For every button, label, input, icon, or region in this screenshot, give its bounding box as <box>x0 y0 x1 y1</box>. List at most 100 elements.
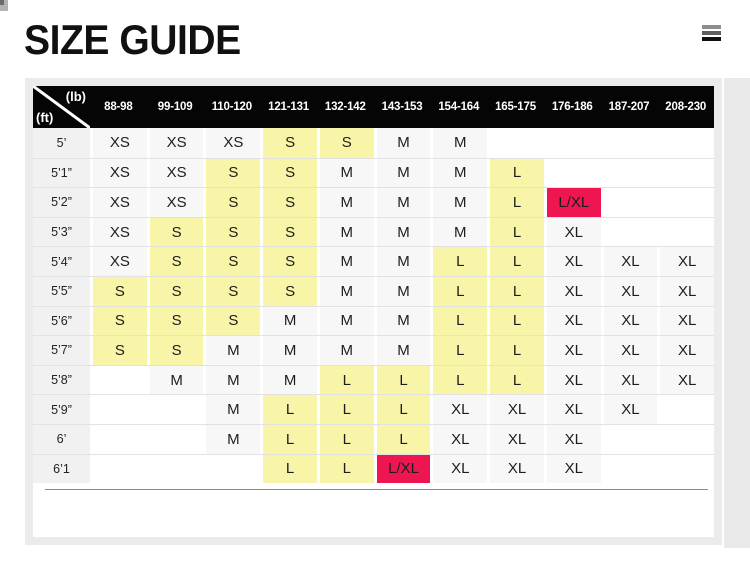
size-cell <box>660 395 714 424</box>
size-cell: L <box>433 247 488 276</box>
size-cell: L <box>433 336 488 365</box>
size-cell <box>604 159 658 188</box>
size-cell: S <box>93 336 147 365</box>
size-cell <box>660 128 714 158</box>
hamburger-bar <box>702 25 721 29</box>
size-cell: M <box>206 365 261 395</box>
size-cell: M <box>206 395 261 424</box>
size-cell: S <box>206 217 261 247</box>
table-body: 5’ XS XS XS S S M M 5’1” XS XS S S M M M L 5’2” XS XS S S M M M L… <box>33 128 715 484</box>
size-cell: L <box>376 424 431 454</box>
height-label: 6’ <box>33 424 90 454</box>
size-cell: XL <box>546 276 601 306</box>
size-cell: S <box>149 336 204 365</box>
size-cell <box>604 455 658 484</box>
size-cell: M <box>433 158 488 188</box>
weight-column-header: 99-109 <box>157 101 193 113</box>
size-cell: L/XL <box>546 188 601 217</box>
size-cell: S <box>263 276 317 306</box>
size-cell: M <box>319 158 374 188</box>
size-cell <box>93 395 147 424</box>
size-cell: XS <box>149 158 204 188</box>
weight-column-header: 88-98 <box>104 101 133 113</box>
size-cell: M <box>206 336 261 365</box>
size-cell: L <box>490 276 544 306</box>
size-cell: M <box>433 217 488 247</box>
size-cell: L <box>490 336 544 365</box>
weight-column-header: 110-120 <box>211 101 252 113</box>
hamburger-menu-icon[interactable] <box>701 24 723 44</box>
height-label: 5’2” <box>33 188 90 217</box>
size-cell: S <box>206 306 261 336</box>
size-cell <box>150 455 204 484</box>
size-cell: M <box>319 247 374 276</box>
size-cell <box>490 128 544 158</box>
size-cell: L <box>433 306 488 336</box>
units-corner-cell: (lb) (ft) <box>33 86 90 128</box>
size-cell <box>604 425 658 454</box>
size-cell: M <box>263 336 317 365</box>
size-cell: XL <box>546 306 601 336</box>
size-cell: M <box>319 217 374 247</box>
height-label: 5’ <box>33 128 90 158</box>
size-cell: XL <box>546 247 601 276</box>
size-cell: L <box>319 454 374 484</box>
size-cell: XL <box>433 395 488 424</box>
table-row: 5’ XS XS XS S S M M <box>33 128 714 158</box>
size-cell <box>660 188 714 217</box>
size-cell: M <box>319 336 374 365</box>
hamburger-bar <box>702 37 721 41</box>
size-cell: XL <box>490 424 544 454</box>
size-cell <box>660 455 714 484</box>
size-cell: M <box>376 188 431 217</box>
size-cell: XL <box>660 365 715 395</box>
size-cell: L <box>319 365 374 395</box>
size-cell: XS <box>206 128 261 158</box>
size-cell: XL <box>660 247 715 276</box>
size-cell: XL <box>546 336 601 365</box>
size-cell: L <box>263 395 317 424</box>
size-cell <box>604 188 658 217</box>
size-cell: S <box>149 306 204 336</box>
size-cell: S <box>263 188 317 217</box>
weight-column-header: 154-164 <box>438 101 480 113</box>
size-cell: XL <box>603 395 658 424</box>
size-cell: S <box>263 158 317 188</box>
size-cell <box>547 159 601 188</box>
size-cell: L <box>263 454 317 484</box>
size-cell <box>150 425 204 454</box>
size-cell <box>604 218 658 247</box>
table-row: 5’1” XS XS S S M M M L <box>33 157 714 188</box>
size-cell: XL <box>660 306 715 336</box>
size-cell: XL <box>433 454 488 484</box>
size-cell: L <box>490 365 544 395</box>
size-cell: L <box>376 395 431 424</box>
size-cell: M <box>319 188 374 217</box>
table-header-row: (lb) (ft) 88-98 99-109 110-120 121-131 132-1… <box>33 86 714 128</box>
size-cell: M <box>433 128 488 158</box>
size-cell: XL <box>546 424 601 454</box>
height-label: 5’6” <box>33 306 90 336</box>
table-row: 5’8” M M M L L L L XL XL XL <box>33 364 715 395</box>
size-cell <box>604 128 658 158</box>
weight-column-header: 121-131 <box>268 101 309 113</box>
size-cell: XS <box>93 188 147 217</box>
height-label: 5’1” <box>33 158 90 188</box>
size-cell: M <box>263 306 317 336</box>
size-cell <box>93 455 147 484</box>
height-unit-label: (ft) <box>36 110 54 125</box>
height-label: 5’5” <box>33 276 90 306</box>
table-row: 5’4” XS S S S M M L L XL XL XL <box>33 246 715 276</box>
weight-column-header: 208-230 <box>665 101 707 113</box>
size-cell: XL <box>433 424 488 454</box>
size-cell: L <box>490 158 544 188</box>
height-label: 5’4” <box>33 247 90 276</box>
size-cell: S <box>263 247 317 276</box>
size-cell <box>150 395 204 424</box>
size-cell: XL <box>546 454 601 484</box>
size-cell: XL <box>603 336 658 365</box>
table-row: 5’6” S S S M M M L L XL XL XL <box>33 305 715 336</box>
size-cell: L <box>490 188 544 217</box>
size-cell: XS <box>93 158 147 188</box>
table-row: 5’9” M L L L XL XL XL XL <box>33 394 714 424</box>
